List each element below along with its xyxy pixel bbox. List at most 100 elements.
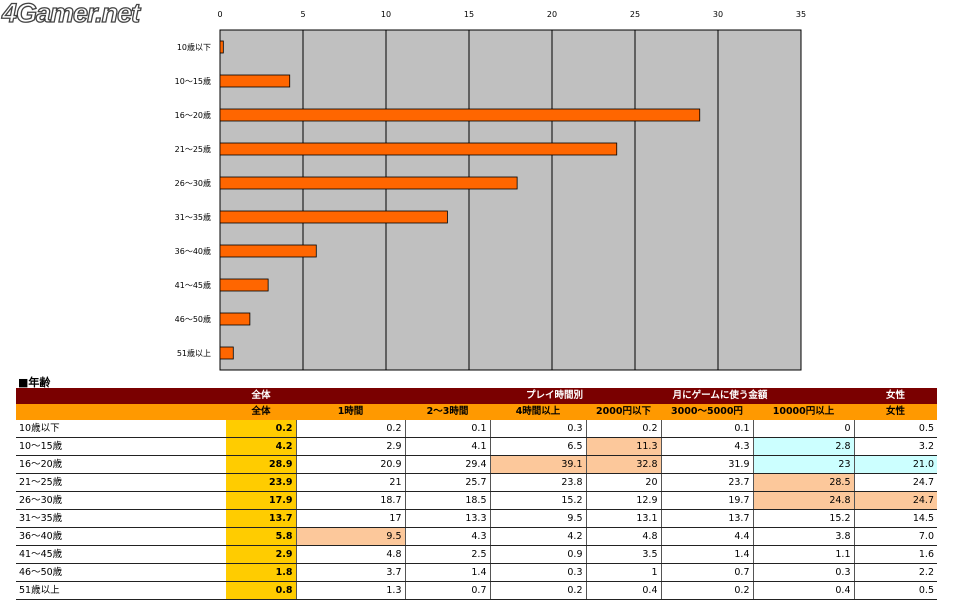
row-label: 26〜30歳 <box>16 491 226 510</box>
category-label: 51歳以上 <box>177 348 211 358</box>
data-cell: 4.8 <box>296 545 406 564</box>
data-cell: 3.7 <box>296 563 406 582</box>
group-header-row: 全体 プレイ時間別 月にゲームに使う金額 女性 <box>16 388 937 404</box>
bar <box>219 346 234 360</box>
column-header: 女性 <box>854 404 937 420</box>
data-cell: 4.2 <box>490 527 587 546</box>
data-cell: 31.9 <box>661 455 754 474</box>
bar <box>219 40 224 54</box>
row-label: 41〜45歳 <box>16 545 226 564</box>
data-cell: 17.9 <box>226 491 297 510</box>
x-tick-label: 15 <box>464 10 474 19</box>
row-label: 36〜40歳 <box>16 527 226 546</box>
category-label: 21〜25歳 <box>175 144 211 154</box>
table-row: 51歳以上 0.8 1.3 0.7 0.2 0.4 0.2 0.4 0.5 <box>16 581 937 600</box>
data-cell: 18.7 <box>296 491 406 510</box>
data-cell: 1.6 <box>854 545 937 564</box>
data-cell: 23.7 <box>661 473 754 492</box>
data-cell: 0.5 <box>854 420 937 438</box>
data-cell: 13.7 <box>226 509 297 528</box>
data-cell: 9.5 <box>296 527 406 546</box>
data-cell: 0.1 <box>661 420 754 438</box>
age-data-table: 全体 プレイ時間別 月にゲームに使う金額 女性 全体 1時間 2〜3時間 4時間以上 2000円… <box>16 388 937 600</box>
data-cell: 3.8 <box>753 527 855 546</box>
data-cell: 0 <box>753 420 855 438</box>
data-cell: 0.4 <box>586 581 662 600</box>
table-row: 31〜35歳 13.7 17 13.3 9.5 13.1 13.7 15.2 14.5 <box>16 509 937 528</box>
data-cell: 1.4 <box>661 545 754 564</box>
data-cell: 0.2 <box>586 420 662 438</box>
data-cell: 28.9 <box>226 455 297 474</box>
data-cell: 4.8 <box>586 527 662 546</box>
data-cell: 0.7 <box>405 581 491 600</box>
category-label: 36〜40歳 <box>175 246 211 256</box>
category-label: 46〜50歳 <box>175 314 211 324</box>
table-row: 10歳以下 0.2 0.2 0.1 0.3 0.2 0.1 0 0.5 <box>16 420 937 438</box>
x-tick-label: 0 <box>217 10 222 19</box>
data-cell: 23.9 <box>226 473 297 492</box>
data-cell: 39.1 <box>490 455 587 474</box>
data-cell: 6.5 <box>490 437 587 456</box>
row-label: 16〜20歳 <box>16 455 226 474</box>
data-cell: 18.5 <box>405 491 491 510</box>
data-cell: 0.3 <box>490 563 587 582</box>
table-row: 10〜15歳 4.2 2.9 4.1 6.5 11.3 4.3 2.8 3.2 <box>16 437 937 456</box>
data-cell: 19.7 <box>661 491 754 510</box>
row-label: 10歳以下 <box>16 420 226 438</box>
data-cell: 4.3 <box>405 527 491 546</box>
x-tick-label: 20 <box>547 10 557 19</box>
data-cell: 2.5 <box>405 545 491 564</box>
x-tick-label: 5 <box>300 10 305 19</box>
plot-area <box>219 29 802 371</box>
x-tick-label: 10 <box>381 10 391 19</box>
category-label: 31〜35歳 <box>175 212 211 222</box>
data-cell: 0.7 <box>661 563 754 582</box>
data-cell: 11.3 <box>586 437 662 456</box>
data-cell: 0.4 <box>753 581 855 600</box>
data-cell: 0.2 <box>226 420 297 438</box>
data-cell: 0.1 <box>405 420 491 438</box>
data-cell: 1.8 <box>226 563 297 582</box>
category-label: 16〜20歳 <box>175 110 211 120</box>
data-cell: 21.0 <box>854 455 937 474</box>
category-label: 10〜15歳 <box>175 76 211 86</box>
group-header-playtime: プレイ時間別 <box>296 388 586 404</box>
column-header: 2〜3時間 <box>405 404 490 420</box>
data-cell: 23 <box>753 455 855 474</box>
data-cell: 20.9 <box>296 455 406 474</box>
x-tick-label: 25 <box>630 10 640 19</box>
data-cell: 15.2 <box>490 491 587 510</box>
data-cell: 4.3 <box>661 437 754 456</box>
data-cell: 23.8 <box>490 473 587 492</box>
header-blank <box>16 404 226 420</box>
data-cell: 9.5 <box>490 509 587 528</box>
bar <box>219 74 291 88</box>
data-cell: 0.8 <box>226 581 297 600</box>
bar <box>219 142 618 156</box>
table-row: 16〜20歳 28.9 20.9 29.4 39.1 32.8 31.9 23 21.0 <box>16 455 937 474</box>
data-cell: 4.4 <box>661 527 754 546</box>
data-cell: 0.5 <box>854 581 937 600</box>
data-cell: 1.4 <box>405 563 491 582</box>
data-cell: 5.8 <box>226 527 297 546</box>
category-label: 41〜45歳 <box>175 280 211 290</box>
column-header: 全体 <box>226 404 296 420</box>
data-cell: 25.7 <box>405 473 491 492</box>
table-row: 26〜30歳 17.9 18.7 18.5 15.2 12.9 19.7 24.8 24.7 <box>16 491 937 510</box>
data-cell: 0.3 <box>753 563 855 582</box>
data-cell: 21 <box>296 473 406 492</box>
column-header: 3000〜5000円 <box>661 404 753 420</box>
table-row: 21〜25歳 23.9 21 25.7 23.8 20 23.7 28.5 24.7 <box>16 473 937 492</box>
data-cell: 4.2 <box>226 437 297 456</box>
column-header: 10000円以上 <box>753 404 854 420</box>
data-cell: 15.2 <box>753 509 855 528</box>
group-header-female: 女性 <box>854 388 937 404</box>
data-cell: 1 <box>586 563 662 582</box>
row-label: 51歳以上 <box>16 581 226 600</box>
group-header-spending: 月にゲームに使う金額 <box>586 388 854 404</box>
column-header: 4時間以上 <box>490 404 586 420</box>
data-cell: 24.7 <box>854 473 937 492</box>
bar <box>219 278 269 292</box>
data-cell: 20 <box>586 473 662 492</box>
data-cell: 2.2 <box>854 563 937 582</box>
